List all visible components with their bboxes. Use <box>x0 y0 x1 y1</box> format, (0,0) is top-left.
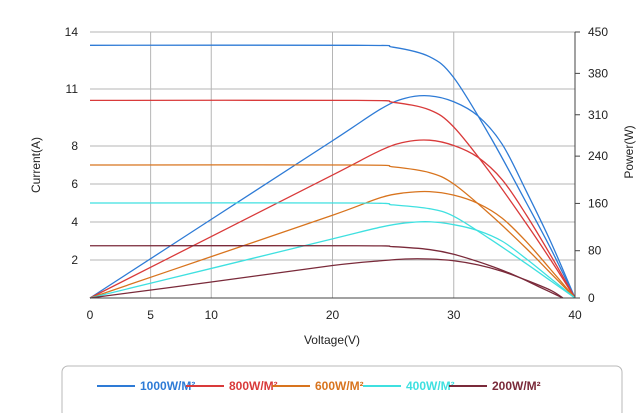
y2-tick-label: 160 <box>588 196 608 210</box>
pv-curve-200w-m <box>89 258 564 299</box>
axes-layer <box>90 32 576 299</box>
pv-curve-1000w-m <box>89 95 576 299</box>
y-tick-label: 14 <box>65 25 79 39</box>
y-tick-label: 8 <box>71 139 78 153</box>
x-tick-label: 20 <box>326 308 340 322</box>
iv-curve-600w-m <box>89 164 576 299</box>
x-tick-label: 10 <box>205 308 219 322</box>
tick-layer: 0 5 10 20 30 40 2 4 6 8 11 14 0 80 160 240 310 380 450 <box>65 25 609 322</box>
pv-curve-400w-m <box>89 221 576 299</box>
y-tick-label: 6 <box>71 177 78 191</box>
y2-tick-label: 0 <box>588 291 595 305</box>
iv-curve-200w-m <box>89 245 564 299</box>
y2-axis-title: Power(W) <box>622 125 636 178</box>
legend-box <box>61 365 623 413</box>
y2-tick-label: 310 <box>588 108 608 122</box>
x-axis-title: Voltage(V) <box>304 333 360 347</box>
x-tick-label: 40 <box>568 308 582 322</box>
legend-label-800w-m: 800W/M² <box>229 379 278 393</box>
y-tick-label: 2 <box>71 253 78 267</box>
grid-layer <box>90 31 575 298</box>
iv-curve-1000w-m <box>89 44 576 299</box>
legend-label-200w-m: 200W/M² <box>492 379 541 393</box>
y2-tick-label: 80 <box>588 244 602 258</box>
curve-layer <box>89 44 576 299</box>
legend-label-400w-m: 400W/M² <box>406 379 455 393</box>
pv-curve-600w-m <box>89 190 576 299</box>
legend-label-1000w-m: 1000W/M² <box>140 379 195 393</box>
y2-tick-label: 380 <box>588 66 608 80</box>
iv-curve-800w-m <box>89 99 576 299</box>
y2-tick-label: 450 <box>588 25 608 39</box>
y2-tick-label: 240 <box>588 149 608 163</box>
pv-curve-800w-m <box>89 139 576 299</box>
y-axis-title: Current(A) <box>29 137 43 193</box>
y-tick-label: 11 <box>66 82 79 96</box>
x-tick-label: 30 <box>447 308 461 322</box>
y-tick-label: 4 <box>71 215 78 229</box>
iv-curve-400w-m <box>89 202 576 299</box>
x-tick-label: 0 <box>87 308 94 322</box>
legend-label-600w-m: 600W/M² <box>315 379 364 393</box>
x-tick-label: 5 <box>147 308 154 322</box>
legend: 1000W/M² 800W/M² 600W/M² 400W/M² 200W/M² <box>61 365 623 413</box>
